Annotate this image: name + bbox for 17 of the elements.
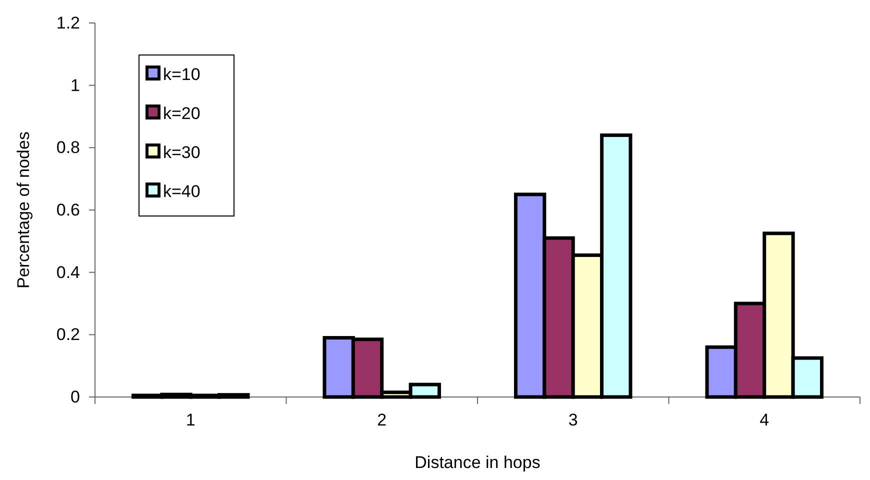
legend-label: k=10: [163, 65, 200, 84]
x-tick-label: 4: [760, 410, 770, 430]
x-axis-title: Distance in hops: [414, 453, 540, 472]
y-tick-label: 1.2: [56, 13, 80, 32]
x-tick-label: 3: [568, 410, 578, 430]
y-axis-title: Percentage of nodes: [14, 132, 33, 288]
y-tick-label: 0.2: [56, 325, 80, 344]
y-tick-label: 0.6: [56, 200, 80, 220]
y-tick-label: 1: [70, 76, 80, 95]
x-tick-label: 1: [186, 410, 196, 430]
y-tick-label: 0.4: [56, 262, 80, 282]
y-tick-label: 0: [70, 387, 80, 406]
x-tick-label: 2: [377, 410, 387, 430]
legend-label: k=30: [163, 143, 200, 162]
legend-label: k=40: [163, 182, 200, 201]
legend-label: k=20: [163, 104, 200, 123]
y-tick-label: 0.8: [56, 138, 80, 158]
